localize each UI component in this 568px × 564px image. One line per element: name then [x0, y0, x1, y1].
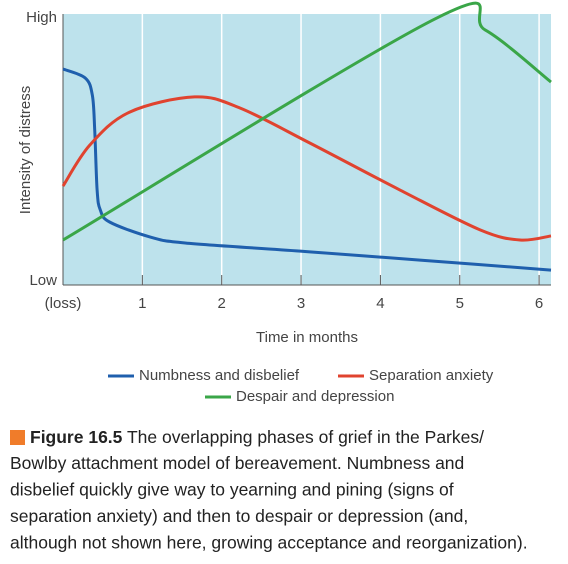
x-tick-label: (loss) [45, 295, 82, 312]
legend-label: Separation anxiety [369, 367, 494, 384]
series-line [62, 67, 552, 272]
caption-line: although not shown here, growing accepta… [10, 533, 528, 553]
series-line [62, 1, 552, 242]
legend-label: Despair and depression [236, 388, 394, 405]
y-tick-label: High [26, 9, 57, 26]
x-axis-label: Time in months [256, 329, 358, 346]
caption-line: Figure 16.5 The overlapping phases of gr… [30, 427, 484, 447]
caption-line: Bowlby attachment model of bereavement. … [10, 453, 464, 473]
y-axis-label: Intensity of distress [17, 86, 34, 214]
x-tick-label: 4 [376, 295, 384, 312]
caption-line: disbelief quickly give way to yearning a… [10, 480, 454, 500]
caption-label: Figure 16.5 [30, 427, 123, 447]
legend-label: Numbness and disbelief [139, 367, 300, 384]
caption-text: The overlapping phases of grief in the P… [122, 427, 484, 447]
x-tick-label: 3 [297, 295, 305, 312]
x-tick-label: 1 [138, 295, 146, 312]
plot-background [63, 14, 551, 285]
y-tick-label: Low [29, 272, 57, 289]
caption-line: separation anxiety) and then to despair … [10, 506, 468, 526]
x-tick-label: 5 [456, 295, 464, 312]
x-tick-label: 6 [535, 295, 543, 312]
caption-marker [10, 430, 25, 445]
series-line [61, 95, 552, 242]
x-tick-label: 2 [218, 295, 226, 312]
